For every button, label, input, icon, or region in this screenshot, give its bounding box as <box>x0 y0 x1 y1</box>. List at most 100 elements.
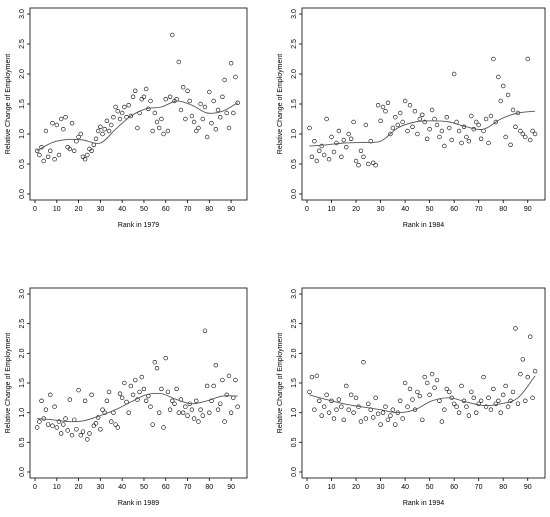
x-tick-label: 40 <box>401 206 409 213</box>
plot-frame <box>29 7 248 201</box>
x-tick-label: 40 <box>118 484 126 491</box>
data-point <box>98 427 103 432</box>
data-point <box>50 423 55 428</box>
data-point <box>183 404 188 409</box>
data-point <box>39 398 44 403</box>
data-point <box>532 368 538 374</box>
smooth-trend-line <box>309 110 536 147</box>
x-axis-label: Rank in 1994 <box>403 500 444 507</box>
data-point <box>474 410 479 415</box>
data-point <box>218 114 223 120</box>
data-point <box>434 122 440 128</box>
data-point <box>172 401 177 406</box>
data-point <box>348 392 354 398</box>
data-point <box>390 125 396 131</box>
data-point <box>520 131 526 137</box>
y-tick-label: 2.0 <box>19 348 26 358</box>
data-point <box>163 96 168 102</box>
x-tick-label: 80 <box>205 484 213 491</box>
data-point <box>170 398 175 403</box>
y-tick-label: 1.0 <box>291 129 298 139</box>
x-tick-label: 10 <box>328 484 336 491</box>
data-point <box>126 102 131 108</box>
data-point <box>218 401 223 406</box>
data-point <box>503 134 508 140</box>
data-point <box>476 122 481 128</box>
data-point <box>334 407 339 412</box>
data-point <box>331 416 337 421</box>
data-point <box>331 149 337 155</box>
data-point <box>437 134 442 140</box>
data-point <box>420 417 425 422</box>
data-point <box>319 143 324 149</box>
data-point <box>407 386 413 392</box>
data-point <box>444 386 449 392</box>
data-point <box>493 119 499 125</box>
data-point <box>469 389 474 395</box>
data-point <box>207 410 212 415</box>
data-point <box>170 32 175 38</box>
data-point <box>341 137 346 143</box>
data-point <box>220 377 225 383</box>
data-point <box>231 395 236 401</box>
data-point <box>200 413 205 418</box>
data-point <box>319 413 324 418</box>
data-point <box>329 134 334 140</box>
data-point <box>45 154 51 160</box>
x-tick-label: 60 <box>162 206 170 213</box>
data-point <box>133 88 138 94</box>
data-point <box>339 154 344 160</box>
x-tick-label: 40 <box>401 484 409 491</box>
data-point <box>326 157 332 162</box>
data-point <box>91 423 97 428</box>
x-tick-label: 30 <box>377 484 385 491</box>
data-point <box>363 416 369 421</box>
x-tick-label: 30 <box>377 206 385 213</box>
data-point <box>54 122 59 128</box>
chart-panel-3: 0 10 20 30 40 50 60 70 80 90 0.0 0.5 1.0 1.5 2.0 2.5 3.0… <box>5 287 248 507</box>
y-axis-label: Relative Change of Employment <box>277 333 284 433</box>
data-point <box>309 154 315 160</box>
data-point <box>141 386 147 392</box>
x-tick-label: 70 <box>475 484 483 491</box>
data-point <box>104 398 110 403</box>
data-point <box>80 429 86 434</box>
y-axis-label: Relative Change of Employment <box>5 333 12 433</box>
data-point <box>106 128 112 134</box>
x-tick-label: 50 <box>426 484 434 491</box>
data-point <box>61 126 66 132</box>
data-point <box>434 377 440 383</box>
data-point <box>486 395 491 401</box>
data-point <box>235 404 240 409</box>
data-point <box>76 134 81 140</box>
data-point <box>513 326 518 331</box>
data-point <box>373 395 378 401</box>
data-point <box>356 163 361 168</box>
x-tick-label: 90 <box>227 484 235 491</box>
x-axis-label: Rank in 1979 <box>118 222 159 229</box>
x-tick-label: 0 <box>33 484 37 491</box>
data-point <box>224 392 229 398</box>
data-point <box>165 128 171 134</box>
data-point <box>104 118 110 124</box>
data-point <box>231 110 236 116</box>
data-point <box>63 416 68 421</box>
x-tick-label: 0 <box>305 484 309 491</box>
data-point <box>385 417 391 422</box>
data-point <box>351 119 356 125</box>
x-tick-label: 70 <box>475 206 483 213</box>
data-point <box>432 116 437 122</box>
x-tick-label: 50 <box>140 484 148 491</box>
y-tick-label: 3.0 <box>19 9 26 19</box>
data-point <box>307 389 312 395</box>
data-point <box>85 437 90 442</box>
x-tick-label: 50 <box>426 206 434 213</box>
x-tick-label: 60 <box>450 206 458 213</box>
data-point <box>102 126 107 132</box>
data-point <box>525 56 530 62</box>
data-point <box>111 114 116 120</box>
x-tick-label: 0 <box>305 206 309 213</box>
data-point <box>488 113 494 119</box>
data-point <box>339 404 344 409</box>
